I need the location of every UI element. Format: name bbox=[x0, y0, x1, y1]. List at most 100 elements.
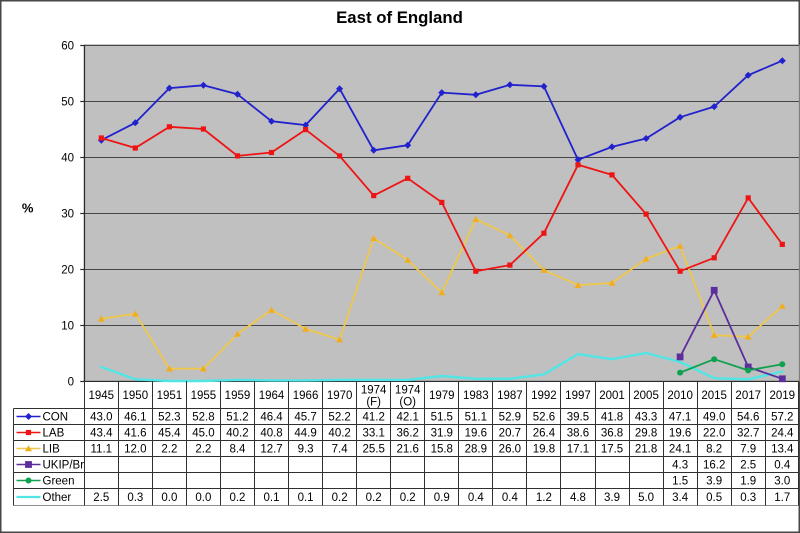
svg-text:0.3: 0.3 bbox=[740, 492, 756, 504]
svg-text:52.3: 52.3 bbox=[158, 412, 180, 424]
svg-text:1.7: 1.7 bbox=[774, 492, 790, 504]
svg-text:41.8: 41.8 bbox=[601, 412, 623, 424]
svg-text:2001: 2001 bbox=[599, 390, 625, 402]
svg-text:(F): (F) bbox=[366, 397, 381, 409]
svg-text:42.1: 42.1 bbox=[397, 412, 419, 424]
svg-text:7.4: 7.4 bbox=[332, 444, 349, 456]
svg-text:47.1: 47.1 bbox=[669, 412, 691, 424]
svg-text:UKIP/Br: UKIP/Br bbox=[43, 460, 85, 472]
svg-text:16.2: 16.2 bbox=[703, 460, 725, 472]
svg-text:51.1: 51.1 bbox=[465, 412, 487, 424]
svg-text:(O): (O) bbox=[399, 397, 416, 409]
svg-text:39.5: 39.5 bbox=[567, 412, 589, 424]
svg-text:19.8: 19.8 bbox=[533, 444, 555, 456]
svg-text:40.8: 40.8 bbox=[260, 428, 282, 440]
svg-text:24.1: 24.1 bbox=[669, 444, 691, 456]
svg-text:1974: 1974 bbox=[395, 385, 421, 397]
svg-text:43.3: 43.3 bbox=[635, 412, 657, 424]
svg-text:3.0: 3.0 bbox=[774, 476, 790, 488]
svg-text:7.9: 7.9 bbox=[740, 444, 756, 456]
svg-text:3.4: 3.4 bbox=[672, 492, 689, 504]
svg-text:1983: 1983 bbox=[463, 390, 489, 402]
svg-text:2.5: 2.5 bbox=[93, 492, 109, 504]
svg-text:0.2: 0.2 bbox=[366, 492, 382, 504]
svg-text:2005: 2005 bbox=[633, 390, 659, 402]
svg-text:9.3: 9.3 bbox=[298, 444, 314, 456]
svg-text:1.2: 1.2 bbox=[536, 492, 552, 504]
svg-text:4.3: 4.3 bbox=[672, 460, 688, 472]
svg-text:0: 0 bbox=[68, 377, 74, 389]
svg-text:13.4: 13.4 bbox=[771, 444, 794, 456]
svg-text:19.6: 19.6 bbox=[669, 428, 691, 440]
svg-text:0.2: 0.2 bbox=[332, 492, 348, 504]
svg-text:2.5: 2.5 bbox=[740, 460, 756, 472]
svg-text:26.4: 26.4 bbox=[533, 428, 556, 440]
svg-text:51.2: 51.2 bbox=[226, 412, 248, 424]
svg-text:52.8: 52.8 bbox=[192, 412, 214, 424]
svg-text:41.6: 41.6 bbox=[124, 428, 146, 440]
svg-text:0.0: 0.0 bbox=[161, 492, 177, 504]
svg-text:52.6: 52.6 bbox=[533, 412, 555, 424]
svg-text:0.0: 0.0 bbox=[195, 492, 211, 504]
svg-text:8.2: 8.2 bbox=[706, 444, 722, 456]
svg-text:1997: 1997 bbox=[565, 390, 591, 402]
svg-text:25.5: 25.5 bbox=[362, 444, 384, 456]
svg-text:0.9: 0.9 bbox=[434, 492, 450, 504]
svg-text:17.5: 17.5 bbox=[601, 444, 623, 456]
svg-text:Other: Other bbox=[43, 492, 72, 504]
svg-text:40.2: 40.2 bbox=[328, 428, 350, 440]
svg-text:1987: 1987 bbox=[497, 390, 523, 402]
svg-text:2.2: 2.2 bbox=[195, 444, 211, 456]
svg-text:1.5: 1.5 bbox=[672, 476, 688, 488]
svg-text:38.6: 38.6 bbox=[567, 428, 589, 440]
svg-text:1964: 1964 bbox=[259, 390, 285, 402]
svg-text:1.9: 1.9 bbox=[740, 476, 756, 488]
svg-text:1992: 1992 bbox=[531, 390, 557, 402]
svg-text:21.8: 21.8 bbox=[635, 444, 657, 456]
svg-text:54.6: 54.6 bbox=[737, 412, 759, 424]
svg-text:0.5: 0.5 bbox=[706, 492, 722, 504]
svg-text:20: 20 bbox=[61, 265, 74, 277]
svg-text:31.9: 31.9 bbox=[431, 428, 453, 440]
svg-text:29.8: 29.8 bbox=[635, 428, 657, 440]
svg-text:East of England: East of England bbox=[336, 8, 463, 27]
svg-text:2.2: 2.2 bbox=[161, 444, 177, 456]
svg-text:4.8: 4.8 bbox=[570, 492, 586, 504]
svg-text:43.0: 43.0 bbox=[90, 412, 112, 424]
svg-text:50: 50 bbox=[61, 97, 74, 109]
svg-text:32.7: 32.7 bbox=[737, 428, 759, 440]
svg-text:0.3: 0.3 bbox=[127, 492, 143, 504]
svg-text:LAB: LAB bbox=[43, 428, 65, 440]
svg-text:Green: Green bbox=[43, 476, 75, 488]
svg-text:26.0: 26.0 bbox=[499, 444, 521, 456]
svg-text:28.9: 28.9 bbox=[465, 444, 487, 456]
svg-text:0.1: 0.1 bbox=[264, 492, 280, 504]
svg-text:24.4: 24.4 bbox=[771, 428, 794, 440]
svg-text:52.9: 52.9 bbox=[499, 412, 521, 424]
svg-text:1959: 1959 bbox=[225, 390, 251, 402]
svg-text:1966: 1966 bbox=[293, 390, 319, 402]
svg-text:46.1: 46.1 bbox=[124, 412, 146, 424]
svg-text:44.9: 44.9 bbox=[294, 428, 316, 440]
svg-text:30: 30 bbox=[61, 209, 74, 221]
svg-text:8.4: 8.4 bbox=[229, 444, 246, 456]
svg-text:41.2: 41.2 bbox=[362, 412, 384, 424]
svg-text:5.0: 5.0 bbox=[638, 492, 654, 504]
svg-text:CON: CON bbox=[43, 412, 69, 424]
svg-text:1955: 1955 bbox=[191, 390, 217, 402]
svg-text:0.4: 0.4 bbox=[502, 492, 519, 504]
svg-text:0.4: 0.4 bbox=[774, 460, 791, 472]
svg-text:36.2: 36.2 bbox=[397, 428, 419, 440]
svg-text:46.4: 46.4 bbox=[260, 412, 283, 424]
svg-text:0.1: 0.1 bbox=[298, 492, 314, 504]
svg-text:10: 10 bbox=[61, 321, 74, 333]
svg-text:40.2: 40.2 bbox=[226, 428, 248, 440]
svg-text:1979: 1979 bbox=[429, 390, 455, 402]
svg-text:2017: 2017 bbox=[735, 390, 761, 402]
svg-text:51.5: 51.5 bbox=[431, 412, 453, 424]
svg-text:2015: 2015 bbox=[701, 390, 727, 402]
svg-text:52.2: 52.2 bbox=[328, 412, 350, 424]
svg-text:19.6: 19.6 bbox=[465, 428, 487, 440]
svg-text:3.9: 3.9 bbox=[604, 492, 620, 504]
svg-text:36.8: 36.8 bbox=[601, 428, 623, 440]
